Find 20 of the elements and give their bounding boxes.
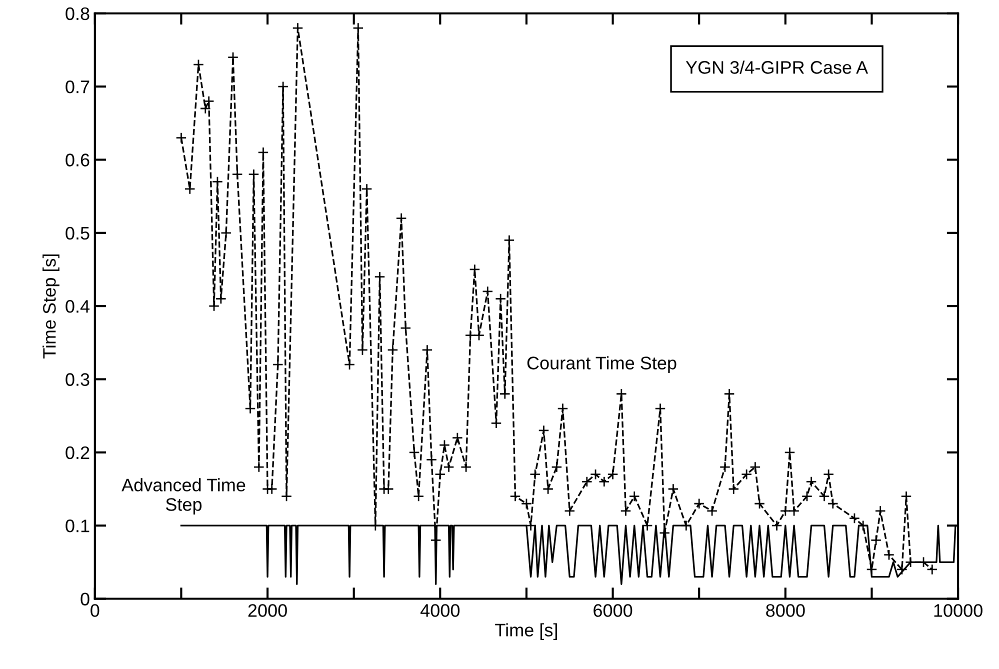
annotation: YGN 3/4-GIPR Case A <box>686 60 868 74</box>
x-tick-label: 0 <box>90 604 100 617</box>
x-tick-label: 4000 <box>420 604 460 617</box>
x-tick-label: 6000 <box>594 604 632 617</box>
x-tick-label: 2000 <box>248 604 287 617</box>
y-tick-label: 0.7 <box>66 80 90 94</box>
y-axis-title: Time Step [s] <box>42 254 60 358</box>
y-tick-label: 0.3 <box>66 373 90 386</box>
y-tick-label: 0.8 <box>66 7 90 20</box>
y-tick-label: 0.6 <box>66 154 90 166</box>
series-label: Advanced Time Step <box>122 478 246 514</box>
x-tick-label: 8000 <box>766 604 805 617</box>
y-tick-label: 0 <box>80 592 90 606</box>
y-tick-label: 0.2 <box>66 446 90 460</box>
y-tick-label: 0.5 <box>66 226 90 240</box>
x-tick-label: 10000 <box>934 604 982 617</box>
x-axis-title: Time [s] <box>495 623 557 640</box>
y-tick-label: 0.1 <box>66 520 90 532</box>
series-label: Courant Time Step <box>527 356 676 374</box>
y-tick-label: 0.4 <box>66 300 90 313</box>
